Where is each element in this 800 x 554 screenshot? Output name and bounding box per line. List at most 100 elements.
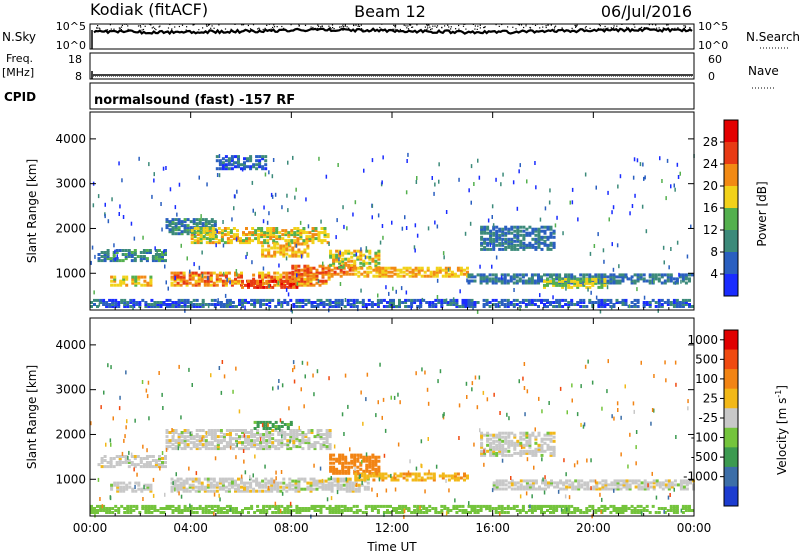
data-cell bbox=[504, 435, 508, 439]
data-cell bbox=[322, 445, 326, 449]
data-cell bbox=[208, 229, 212, 233]
data-cell bbox=[100, 457, 104, 460]
speckle-cell bbox=[562, 231, 564, 236]
data-cell bbox=[291, 246, 295, 250]
speckle-cell bbox=[435, 464, 438, 469]
data-cell bbox=[527, 301, 531, 304]
data-cell bbox=[527, 277, 531, 281]
data-cell bbox=[294, 277, 298, 281]
data-cell bbox=[174, 222, 178, 226]
data-cell bbox=[564, 273, 568, 277]
data-cell bbox=[274, 429, 278, 432]
speckle-cell bbox=[233, 194, 236, 199]
data-cell bbox=[319, 511, 323, 514]
data-cell bbox=[550, 483, 553, 487]
data-cell bbox=[389, 504, 392, 508]
data-cell bbox=[525, 451, 529, 455]
data-cell bbox=[313, 305, 317, 308]
data-cell bbox=[329, 461, 333, 465]
data-cell bbox=[434, 511, 438, 514]
speckle-cell bbox=[90, 260, 92, 265]
data-cell bbox=[261, 254, 265, 258]
speckle-cell bbox=[252, 208, 254, 213]
speckle-cell bbox=[262, 219, 265, 224]
data-cell bbox=[658, 485, 662, 489]
data-cell bbox=[586, 481, 590, 485]
data-cell bbox=[531, 431, 535, 435]
data-cell bbox=[374, 251, 378, 255]
data-cell bbox=[100, 259, 104, 263]
nsearch-point bbox=[259, 28, 261, 30]
data-cell bbox=[168, 439, 172, 443]
data-cell bbox=[408, 266, 412, 270]
data-cell bbox=[253, 298, 257, 302]
data-cell bbox=[347, 471, 351, 475]
data-cell bbox=[165, 220, 169, 224]
data-cell bbox=[390, 270, 394, 274]
data-cell bbox=[609, 281, 613, 285]
data-cell bbox=[600, 281, 604, 285]
data-cell bbox=[365, 255, 369, 259]
data-cell bbox=[507, 243, 511, 247]
data-cell bbox=[215, 279, 219, 283]
data-cell bbox=[273, 244, 277, 248]
data-cell bbox=[344, 257, 348, 261]
data-cell bbox=[168, 507, 172, 510]
data-cell bbox=[618, 507, 622, 510]
data-cell bbox=[540, 241, 544, 245]
nsearch-point bbox=[426, 28, 428, 30]
data-cell bbox=[176, 271, 180, 275]
data-cell bbox=[249, 485, 253, 489]
data-cell bbox=[365, 455, 369, 459]
data-cell bbox=[309, 281, 313, 285]
data-cell bbox=[622, 481, 626, 485]
data-cell bbox=[334, 511, 338, 514]
speckle-cell bbox=[489, 242, 492, 247]
speckle-cell bbox=[426, 387, 429, 392]
data-cell bbox=[504, 479, 508, 483]
data-cell bbox=[325, 431, 329, 434]
data-cell bbox=[298, 439, 302, 443]
data-cell bbox=[264, 254, 268, 258]
data-cell bbox=[315, 281, 319, 285]
data-cell bbox=[242, 241, 245, 245]
data-cell bbox=[537, 241, 541, 245]
data-cell bbox=[618, 511, 622, 514]
data-cell bbox=[580, 479, 584, 483]
data-cell bbox=[495, 435, 499, 439]
data-cell bbox=[321, 483, 325, 487]
data-cell bbox=[317, 237, 321, 241]
data-cell bbox=[612, 305, 616, 308]
data-cell bbox=[271, 298, 275, 302]
data-cell bbox=[213, 439, 217, 443]
data-cell bbox=[447, 474, 451, 478]
data-cell bbox=[540, 449, 544, 453]
data-cell bbox=[288, 244, 292, 248]
data-cell bbox=[140, 275, 144, 279]
y-tick-label: 2000 bbox=[55, 221, 86, 235]
data-cell bbox=[463, 268, 466, 272]
data-cell bbox=[633, 511, 637, 514]
data-cell bbox=[240, 479, 243, 483]
data-cell bbox=[186, 429, 190, 432]
data-cell bbox=[567, 301, 571, 304]
data-cell bbox=[534, 487, 538, 491]
data-cell bbox=[256, 281, 260, 285]
data-cell bbox=[330, 481, 334, 485]
data-cell bbox=[161, 255, 164, 258]
data-cell bbox=[324, 270, 328, 274]
speckle-cell bbox=[431, 176, 433, 180]
data-cell bbox=[440, 303, 444, 306]
data-cell bbox=[239, 237, 242, 241]
data-cell bbox=[255, 155, 259, 159]
data-cell bbox=[179, 277, 183, 281]
data-cell bbox=[279, 481, 283, 485]
data-cell bbox=[637, 485, 641, 489]
data-cell bbox=[495, 487, 499, 491]
data-cell bbox=[193, 239, 197, 243]
data-cell bbox=[364, 303, 368, 306]
data-cell bbox=[494, 511, 498, 514]
data-cell bbox=[201, 443, 205, 447]
data-cell bbox=[188, 275, 192, 279]
data-cell bbox=[543, 279, 546, 283]
